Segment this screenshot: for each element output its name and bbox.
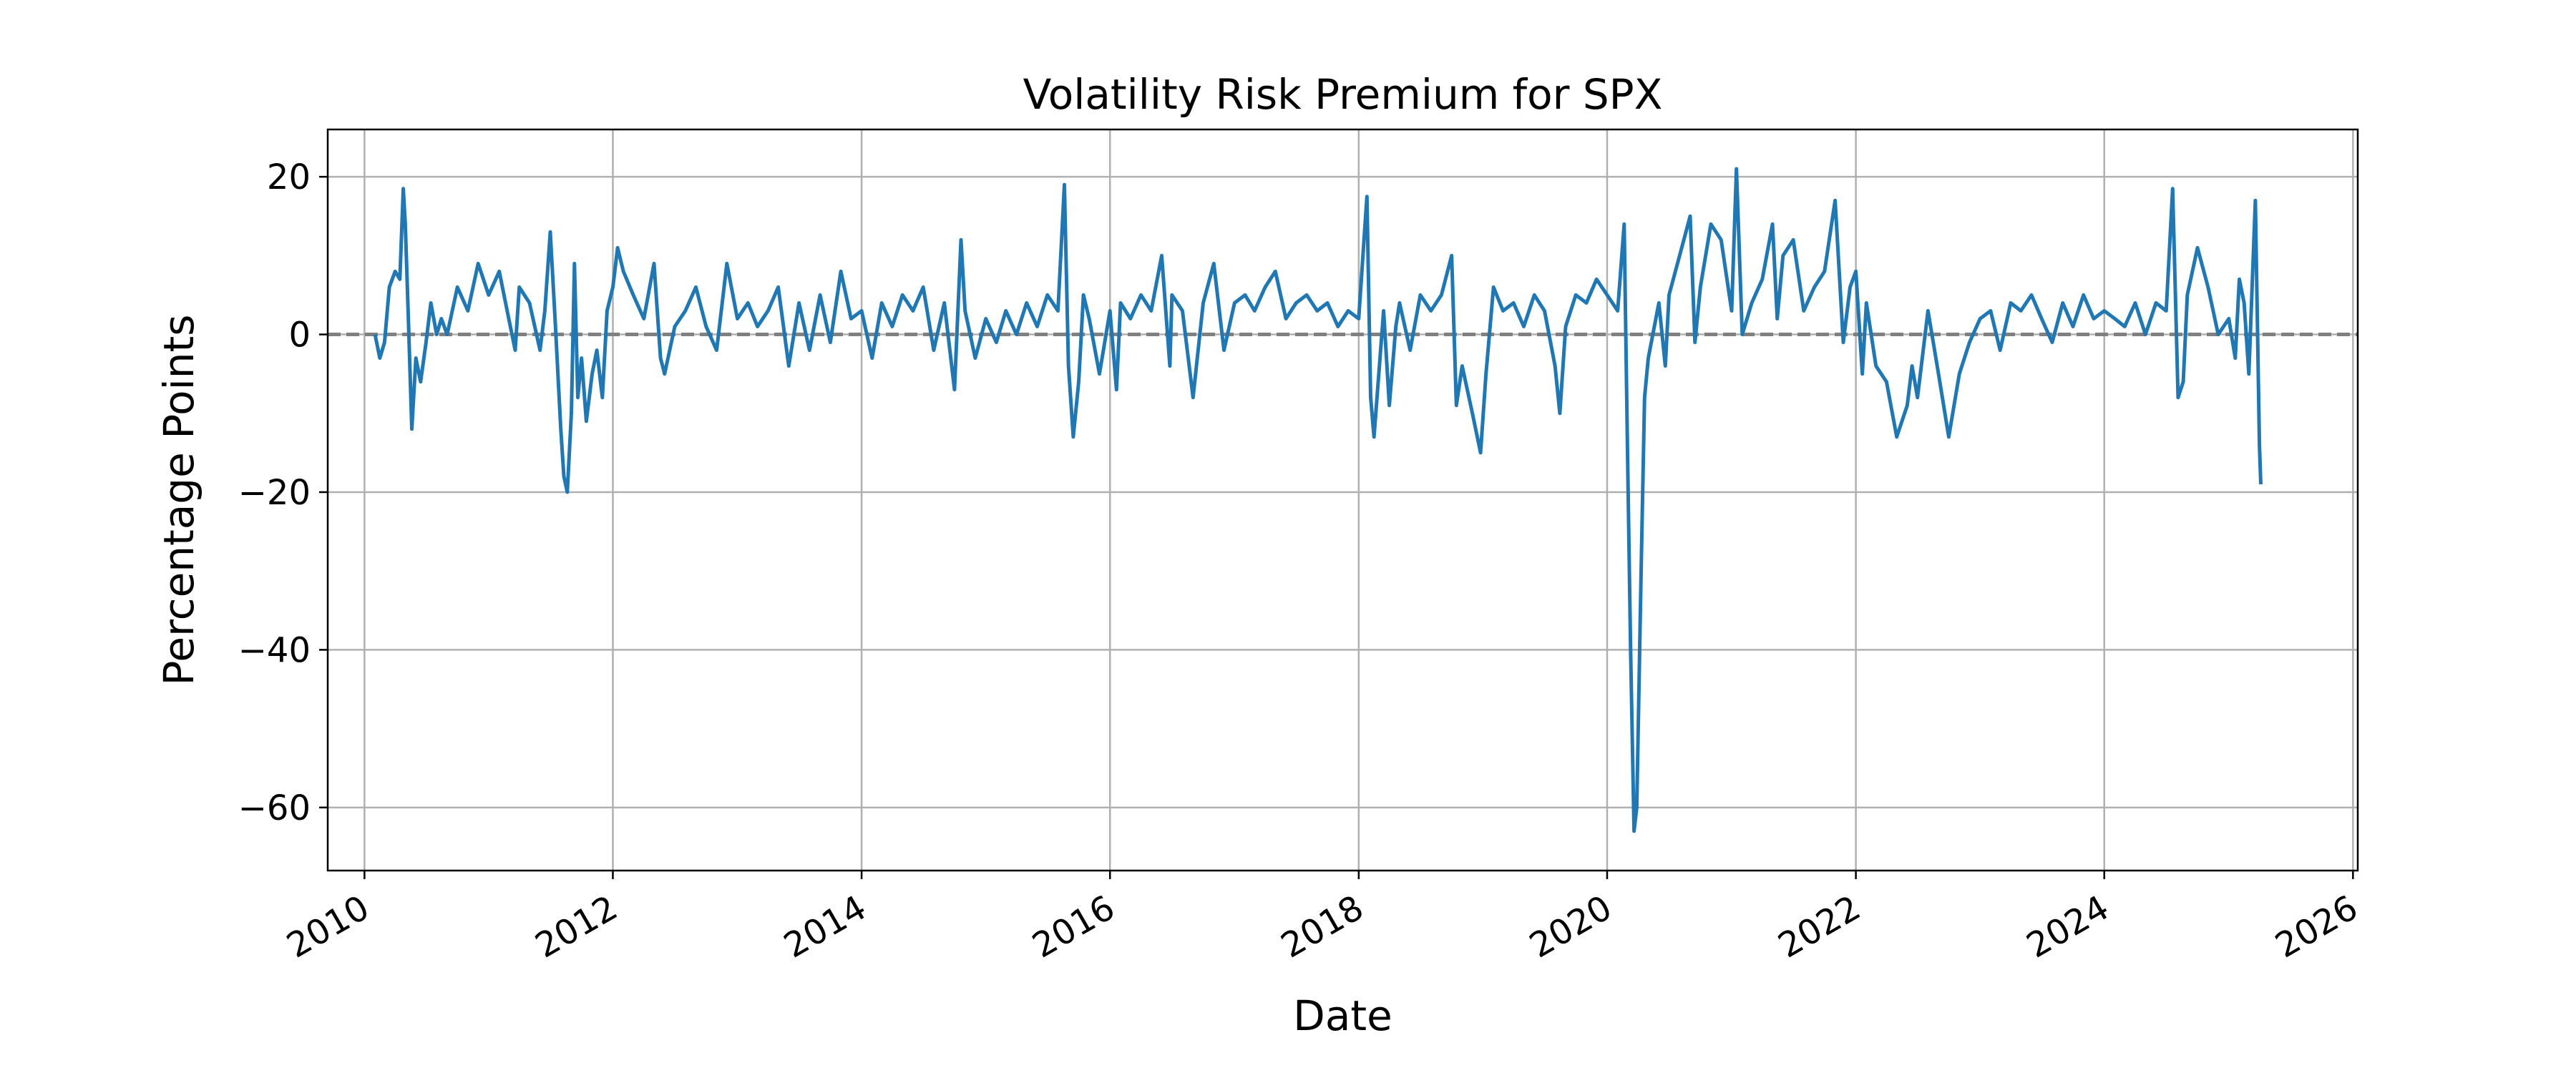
y-tick-label: −40 — [238, 630, 311, 670]
x-axis-label: Date — [1293, 991, 1392, 1040]
chart-title: Volatility Risk Premium for SPX — [1023, 70, 1663, 119]
y-tick-label: 20 — [267, 157, 311, 197]
plot-frame — [326, 128, 2359, 872]
y-axis-label: Percentage Points — [155, 315, 203, 686]
series-line — [373, 167, 2263, 833]
series-layer — [373, 167, 2263, 833]
y-tick-label: 0 — [288, 315, 311, 356]
y-axis-ticks: 20 0 −20 −40 −60 — [238, 157, 328, 828]
y-tick-label: −20 — [238, 473, 311, 513]
y-tick-label: −60 — [238, 788, 311, 828]
